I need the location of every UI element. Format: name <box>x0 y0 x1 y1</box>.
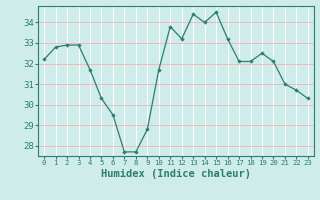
X-axis label: Humidex (Indice chaleur): Humidex (Indice chaleur) <box>101 169 251 179</box>
